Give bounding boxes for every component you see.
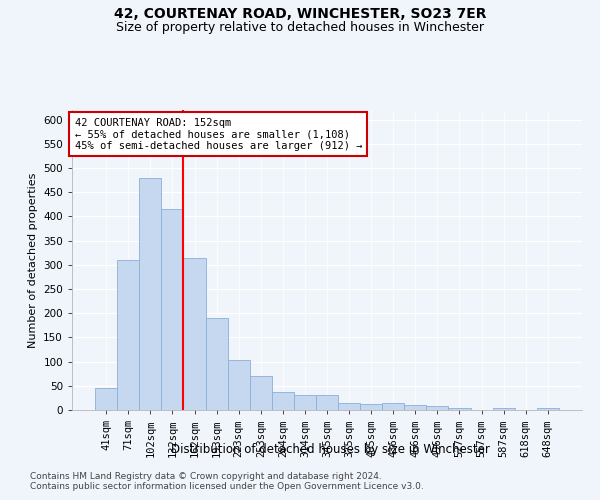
Text: Contains public sector information licensed under the Open Government Licence v3: Contains public sector information licen… [30,482,424,491]
Bar [184,258,206,410]
Bar [427,406,448,410]
Bar [95,388,117,410]
Bar [294,394,316,410]
Bar [250,376,272,410]
Text: Distribution of detached houses by size in Winchester: Distribution of detached houses by size … [170,442,490,456]
Text: Size of property relative to detached houses in Winchester: Size of property relative to detached ho… [116,21,484,34]
Text: Contains HM Land Registry data © Crown copyright and database right 2024.: Contains HM Land Registry data © Crown c… [30,472,382,481]
Text: 42, COURTENAY ROAD, WINCHESTER, SO23 7ER: 42, COURTENAY ROAD, WINCHESTER, SO23 7ER [114,8,486,22]
Text: 42 COURTENAY ROAD: 152sqm
← 55% of detached houses are smaller (1,108)
45% of se: 42 COURTENAY ROAD: 152sqm ← 55% of detac… [74,118,362,150]
Bar [139,178,161,410]
Bar [117,260,139,410]
Bar [272,392,294,410]
Bar [206,318,227,410]
Bar [360,404,382,410]
Bar [316,396,338,410]
Bar [227,360,250,410]
Y-axis label: Number of detached properties: Number of detached properties [28,172,38,348]
Bar [338,402,360,410]
Bar [382,402,404,410]
Bar [404,404,427,410]
Bar [448,408,470,410]
Bar [161,209,184,410]
Bar [493,408,515,410]
Bar [537,408,559,410]
